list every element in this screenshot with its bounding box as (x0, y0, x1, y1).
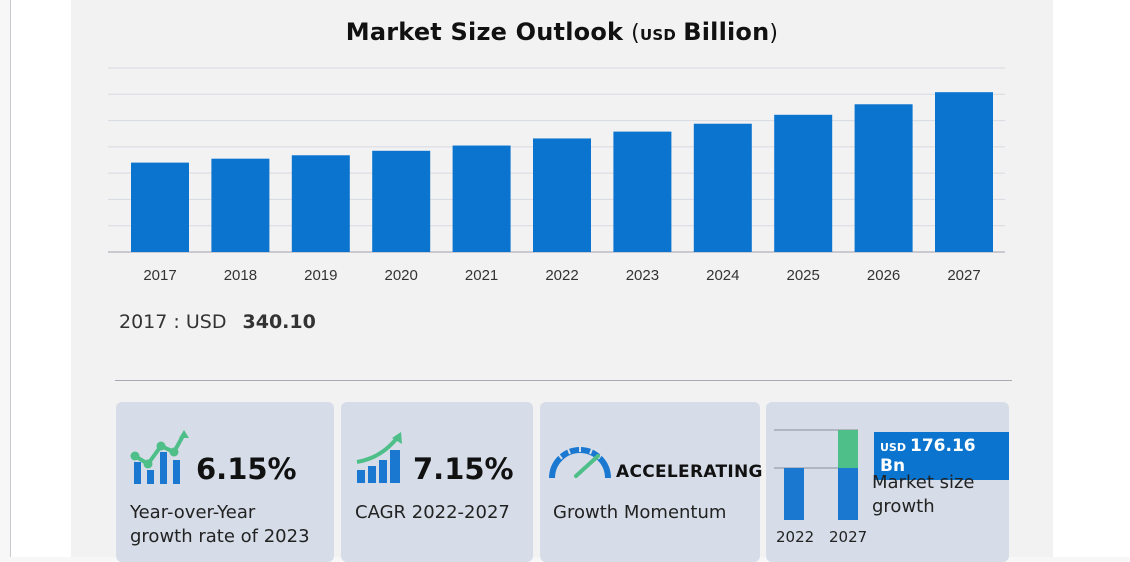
bar-2025 (774, 114, 833, 252)
title-unit-name: Billion (683, 18, 770, 46)
divider (115, 380, 1012, 381)
bar-2021 (452, 145, 511, 252)
bar-2026 (854, 104, 913, 252)
chart-title: Market Size Outlook (USD Billion) (71, 18, 1053, 46)
cagr-label: CAGR 2022-2027 (355, 502, 510, 523)
growth-momentum-label: Growth Momentum (553, 502, 727, 523)
growth-badge-prefix: USD (880, 441, 906, 454)
chart-trend-up-icon (130, 430, 189, 484)
base-year: 2017 (119, 311, 168, 333)
bar-2018 (211, 158, 270, 252)
bar-2020 (372, 150, 431, 252)
growth-badge: USD 176.16 Bn (874, 432, 1009, 480)
infographic-panel: Market Size Outlook (USD Billion) 2017 201… (71, 0, 1053, 562)
x-tick-label-2024: 2024 (706, 267, 739, 284)
mini-bar-2027-growth (838, 430, 858, 468)
bar-2017 (131, 162, 189, 252)
x-tick-label-2019: 2019 (304, 267, 337, 284)
bar-2022 (533, 138, 591, 252)
yoy-growth-label-line1: Year-over-Year (130, 502, 256, 523)
bars (131, 92, 993, 253)
cagr-card: 7.15% CAGR 2022-2027 (341, 402, 533, 562)
stacked-bar-icon (774, 429, 858, 520)
x-tick-label-2018: 2018 (224, 267, 257, 284)
cagr-value: 7.15% (413, 452, 514, 486)
title-unit: (USD Billion) (631, 18, 779, 46)
yoy-growth-card: 6.15% Year-over-Year growth rate of 2023 (116, 402, 334, 562)
x-tick-label-2023: 2023 (626, 267, 659, 284)
x-tick-label-2017: 2017 (143, 267, 176, 284)
bar-chart: 2017 2018 2019 2020 2021 2022 2023 2024 2025 2026… (108, 67, 1005, 284)
bar-2023 (613, 131, 672, 252)
market-size-growth-card: 2022 2027 USD 176.16 Bn Market size growt… (766, 402, 1009, 562)
bar-growth-arrow-icon (356, 432, 402, 483)
title-unit-prefix: USD (639, 26, 677, 44)
x-tick-label-2025: 2025 (787, 267, 820, 284)
growth-momentum-value: ACCELERATING (616, 462, 763, 482)
bar-2019 (291, 155, 350, 252)
market-size-growth-label-line2: growth (872, 496, 935, 517)
bar-2027 (935, 92, 993, 252)
growth-momentum-card: ACCELERATING Growth Momentum (540, 402, 763, 562)
chart-title-text: Market Size Outlook (345, 18, 624, 46)
x-tick-label-2020: 2020 (385, 267, 418, 284)
growth-badge-value: 176.16 Bn (880, 436, 976, 476)
bar-2024 (693, 123, 752, 253)
right-margin (1053, 0, 1130, 557)
base-value: 340.10 (242, 311, 316, 333)
x-tick-label-2026: 2026 (867, 267, 900, 284)
mini-year-start: 2022 (776, 528, 815, 546)
base-year-value: 2017 : USD 340.10 (119, 311, 316, 333)
mini-bar-2022 (784, 468, 804, 520)
x-tick-label-2021: 2021 (465, 267, 498, 284)
left-border (10, 0, 11, 557)
left-margin (11, 0, 71, 557)
base-currency: USD (185, 311, 227, 333)
mini-bar-2027-base (838, 468, 858, 520)
x-tick-label-2027: 2027 (947, 267, 980, 284)
yoy-growth-value: 6.15% (196, 452, 297, 486)
base-year-separator: : (173, 311, 180, 333)
x-tick-label-2022: 2022 (545, 267, 578, 284)
mini-year-end: 2027 (829, 528, 868, 546)
speedometer-icon (549, 447, 611, 479)
x-tick-labels: 2017 2018 2019 2020 2021 2022 2023 2024 2025 2026… (143, 267, 980, 284)
yoy-growth-label-line2: growth rate of 2023 (130, 526, 310, 547)
market-size-growth-label-line1: Market size (872, 472, 975, 493)
